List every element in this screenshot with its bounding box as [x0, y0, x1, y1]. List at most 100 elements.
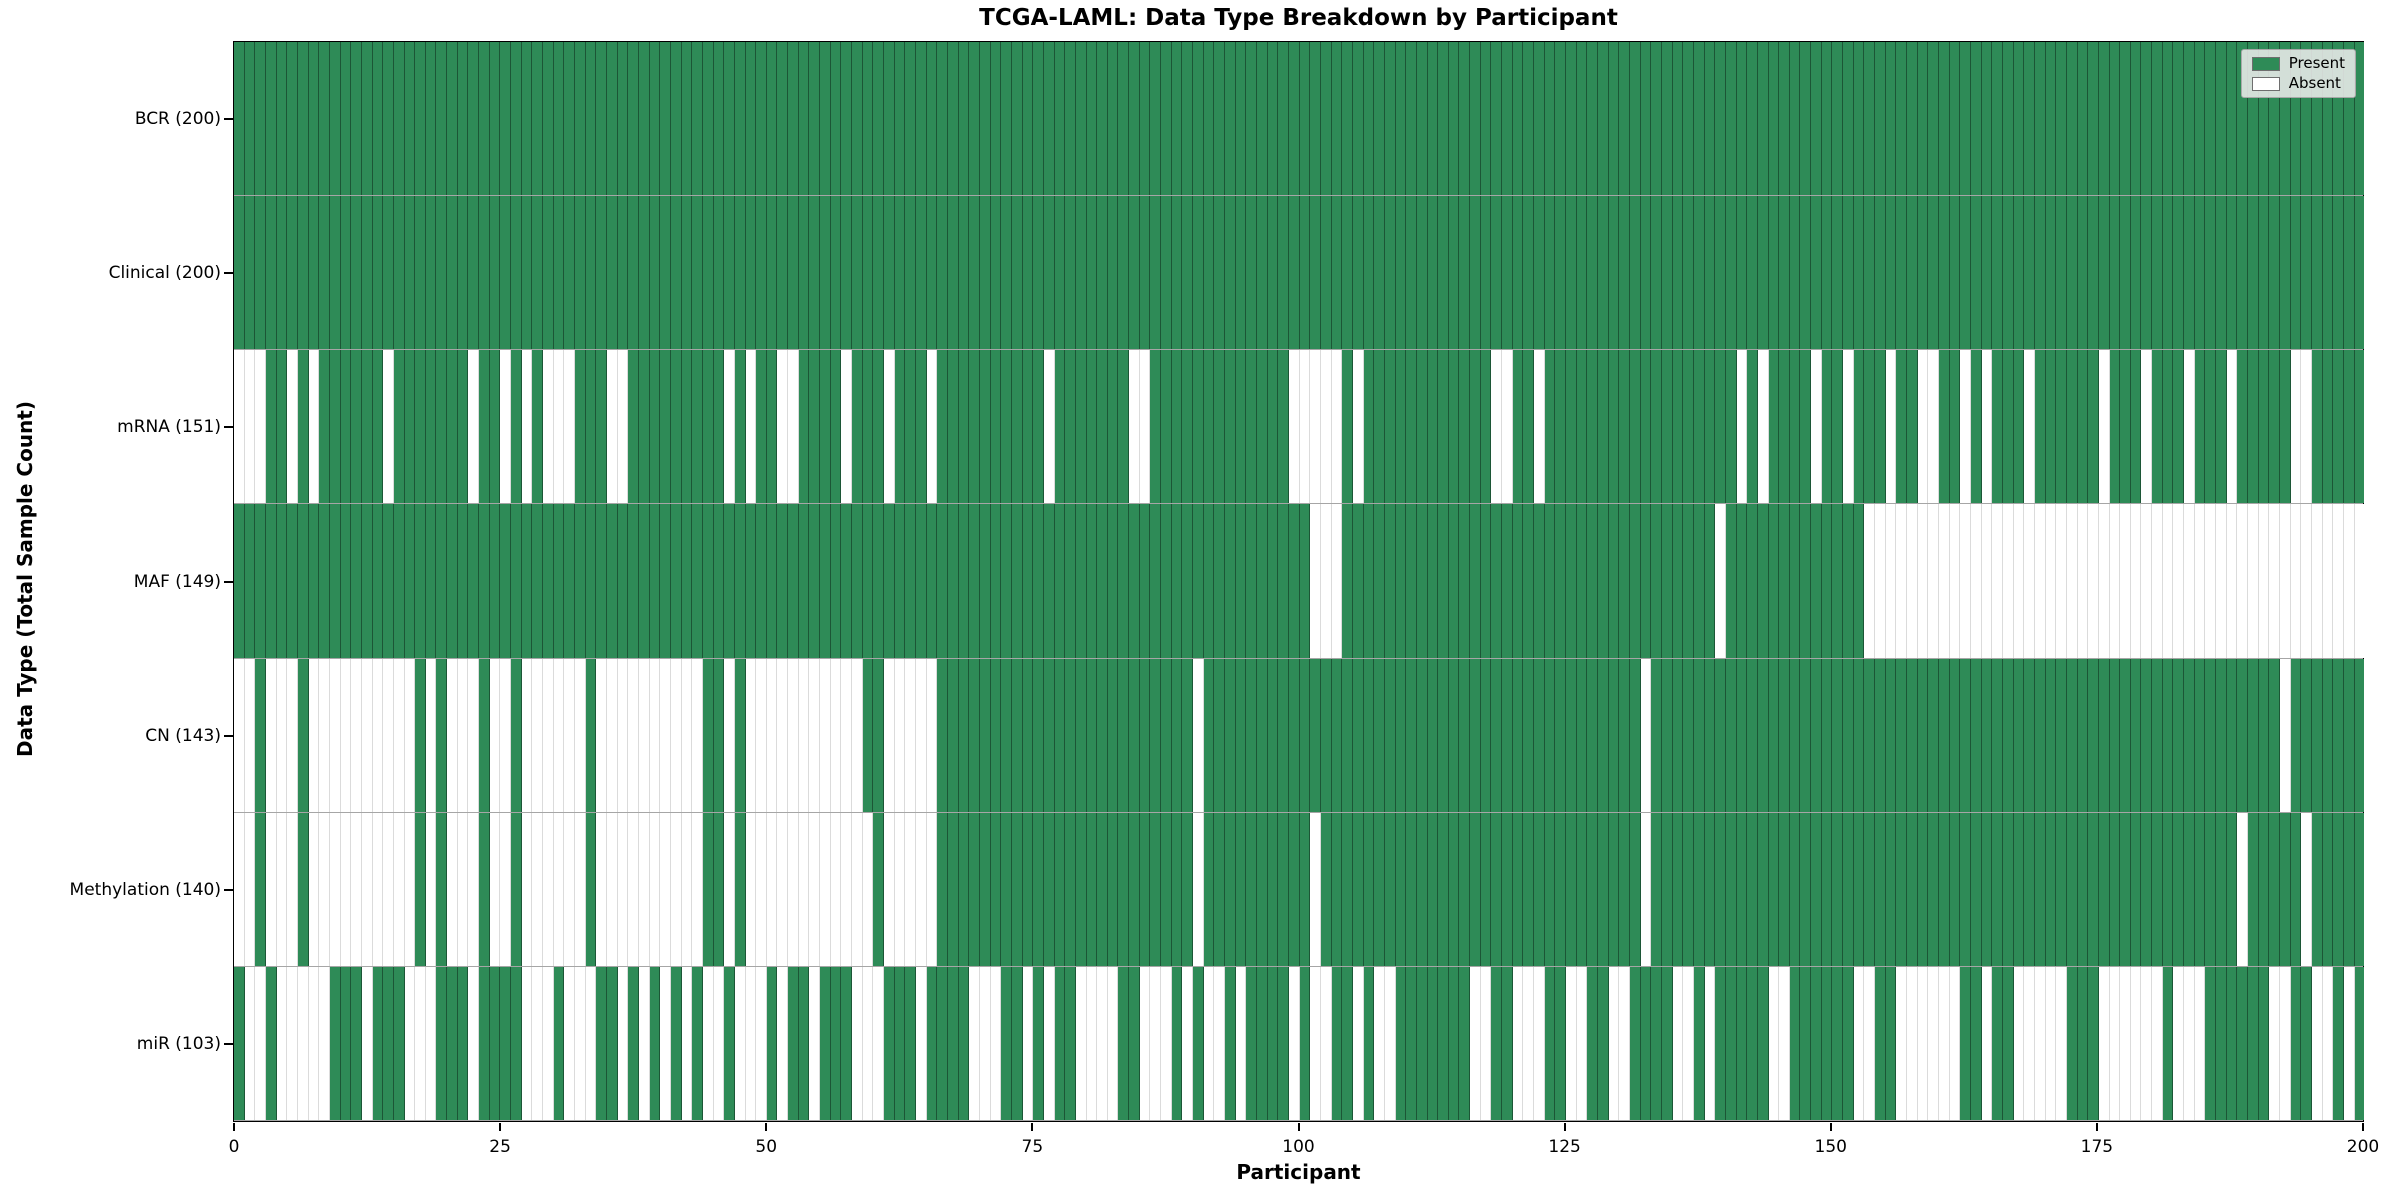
heatmap-cell [1928, 504, 1939, 658]
heatmap-cell [1960, 504, 1971, 658]
heatmap-cell [1598, 658, 1609, 812]
present-swatch-icon [2251, 56, 2280, 71]
heatmap-cell [1150, 350, 1162, 504]
heatmap-cell [873, 966, 885, 1120]
heatmap-cell [1672, 196, 1684, 350]
heatmap-cell [660, 196, 671, 350]
heatmap-cell [1939, 42, 1950, 196]
heatmap-cell [276, 196, 288, 350]
heatmap-cell [2333, 42, 2344, 196]
heatmap-cell [2034, 658, 2046, 812]
heatmap-cell [1320, 504, 1332, 658]
heatmap-cell [1704, 966, 1716, 1120]
heatmap-cell [234, 196, 245, 350]
heatmap-cell [1683, 196, 1694, 350]
heatmap-cell [830, 658, 842, 812]
heatmap-cell [862, 658, 874, 812]
heatmap-cell [585, 350, 597, 504]
heatmap-cell [937, 350, 948, 504]
heatmap-cell [1651, 42, 1662, 196]
heatmap-cell [511, 350, 522, 504]
heatmap-cell [447, 812, 458, 966]
heatmap-cell [724, 42, 735, 196]
heatmap-cell [1704, 196, 1716, 350]
heatmap-cell [1086, 504, 1098, 658]
heatmap-cell [276, 504, 288, 658]
heatmap-cell [361, 658, 373, 812]
heatmap-cell [2152, 966, 2163, 1120]
heatmap-cell [1011, 350, 1023, 504]
heatmap-cell [2173, 350, 2185, 504]
heatmap-cell [2077, 812, 2089, 966]
heatmap-cell [1651, 350, 1662, 504]
heatmap-cell [969, 196, 980, 350]
heatmap-cell [1715, 504, 1726, 658]
heatmap-cell [2077, 504, 2089, 658]
heatmap-cell [1747, 350, 1758, 504]
heatmap-cell [297, 966, 309, 1120]
heatmap-cell [2130, 196, 2142, 350]
heatmap-cell [1587, 196, 1598, 350]
heatmap-cell [1363, 42, 1375, 196]
heatmap-cell [1257, 196, 1268, 350]
heatmap-cell [1331, 350, 1343, 504]
heatmap-cell [766, 350, 778, 504]
heatmap-cell [1395, 658, 1407, 812]
heatmap-cell [734, 658, 746, 812]
heatmap-cell [798, 42, 810, 196]
heatmap-cell [1480, 350, 1492, 504]
heatmap-cell [351, 812, 362, 966]
heatmap-cell [1182, 658, 1194, 812]
heatmap-cell [2013, 812, 2025, 966]
heatmap-cell [1097, 504, 1108, 658]
heatmap-cell [2120, 504, 2131, 658]
heatmap-row-MAF [234, 504, 2365, 659]
heatmap-cell [766, 504, 778, 658]
heatmap-cell [628, 196, 639, 350]
heatmap-cell [372, 504, 384, 658]
heatmap-cell [489, 966, 501, 1120]
heatmap-cell [852, 658, 863, 812]
heatmap-cell [2290, 196, 2302, 350]
heatmap-cell [479, 812, 490, 966]
heatmap-cell [1661, 350, 1673, 504]
heatmap-cell [1917, 504, 1929, 658]
x-axis-label: Participant [1236, 1160, 1361, 1184]
heatmap-cell [1598, 350, 1609, 504]
heatmap-cell [1821, 350, 1833, 504]
heatmap-cell [628, 658, 639, 812]
heatmap-cell [862, 350, 874, 504]
heatmap-cell [1161, 812, 1172, 966]
heatmap-cell [2237, 812, 2249, 966]
heatmap-cell [287, 42, 298, 196]
heatmap-cell [2034, 966, 2046, 1120]
heatmap-cell [841, 196, 853, 350]
heatmap-cell [2301, 42, 2312, 196]
heatmap-cell [511, 504, 522, 658]
plot-area: Present Absent BCR (200) Clinical (200) mR… [70, 41, 2379, 1157]
heatmap-cell [798, 196, 810, 350]
heatmap-cell [649, 658, 661, 812]
heatmap-cell [340, 504, 352, 658]
heatmap-cell [2152, 196, 2163, 350]
heatmap-cell [852, 966, 863, 1120]
heatmap-cell [1693, 658, 1705, 812]
heatmap-cell [2098, 966, 2110, 1120]
ytick-label-Clinical: Clinical (200) [108, 263, 221, 284]
heatmap-cell [1416, 812, 1428, 966]
heatmap-cell [1086, 42, 1098, 196]
heatmap-cell [532, 196, 544, 350]
heatmap-cell [1875, 350, 1886, 504]
heatmap-cell [2066, 42, 2078, 196]
heatmap-cell [1033, 812, 1044, 966]
heatmap-cell [1725, 812, 1737, 966]
heatmap-cell [649, 966, 661, 1120]
heatmap-cell [489, 658, 501, 812]
heatmap-cell [2248, 350, 2259, 504]
heatmap-cell [425, 812, 437, 966]
heatmap-cell [1288, 42, 1300, 196]
heatmap-cell [979, 504, 991, 658]
heatmap-cell [1811, 812, 1822, 966]
heatmap-cell [1214, 350, 1226, 504]
heatmap-cell [1704, 42, 1716, 196]
